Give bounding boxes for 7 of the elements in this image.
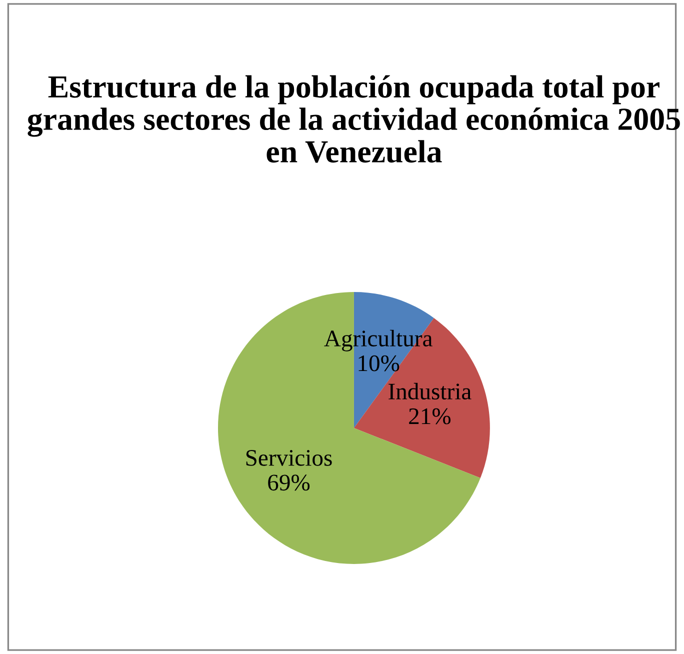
chart-title: Estructura de la población ocupada total por grandes sectores de la actividad económica 2005 en Venezuela [28,75,680,163]
slice-label: Servicios [246,450,332,466]
slice-label: Industria [388,382,472,400]
pie-slice [218,292,480,564]
data-label: 10% [358,355,400,372]
data-label: 69% [268,474,310,491]
data-label: 21% [409,408,451,424]
